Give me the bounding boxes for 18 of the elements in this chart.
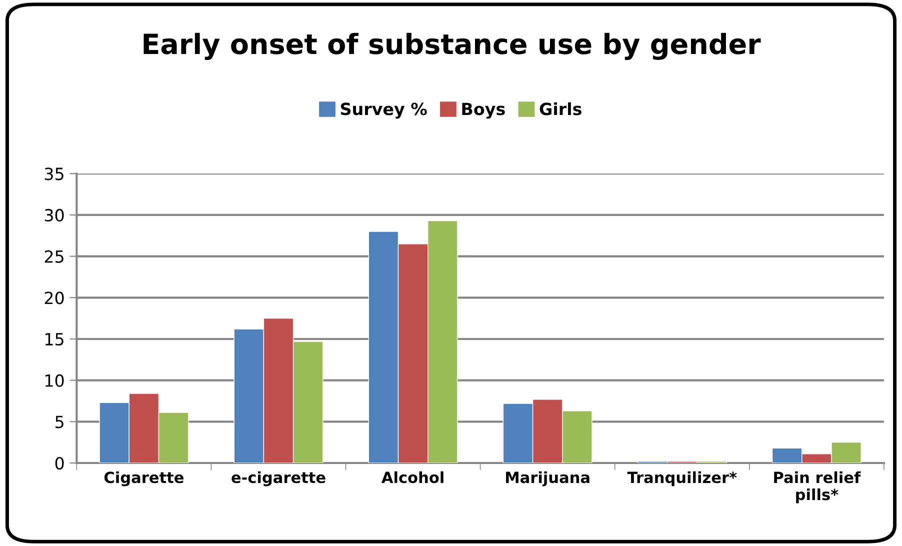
- y-tick-label: 25: [44, 250, 64, 263]
- y-tick-label: 30: [44, 208, 64, 222]
- x-tick-label: e-cigarette: [232, 471, 326, 486]
- legend-label: Boys: [462, 102, 505, 119]
- x-tick-label: Pain relief pills*: [774, 471, 861, 504]
- x-tick-label: Tranquilizer*: [627, 471, 737, 486]
- y-tick-label: 5: [56, 416, 64, 428]
- y-tick-label: 10: [45, 374, 64, 387]
- y-tick-label: 20: [44, 292, 64, 304]
- legend-label: Survey %: [340, 102, 427, 119]
- x-tick-label: Marijuana: [506, 471, 590, 486]
- y-tick-label: 15: [45, 333, 64, 346]
- chart-title: Early onset of substance use by gender: [144, 32, 761, 60]
- legend-label: Girls: [540, 102, 582, 116]
- y-tick-label: 35: [44, 168, 64, 180]
- y-tick-label: 0: [55, 456, 64, 470]
- x-tick-label: Cigarette: [104, 471, 184, 486]
- x-tick-label: Alcohol: [382, 471, 444, 484]
